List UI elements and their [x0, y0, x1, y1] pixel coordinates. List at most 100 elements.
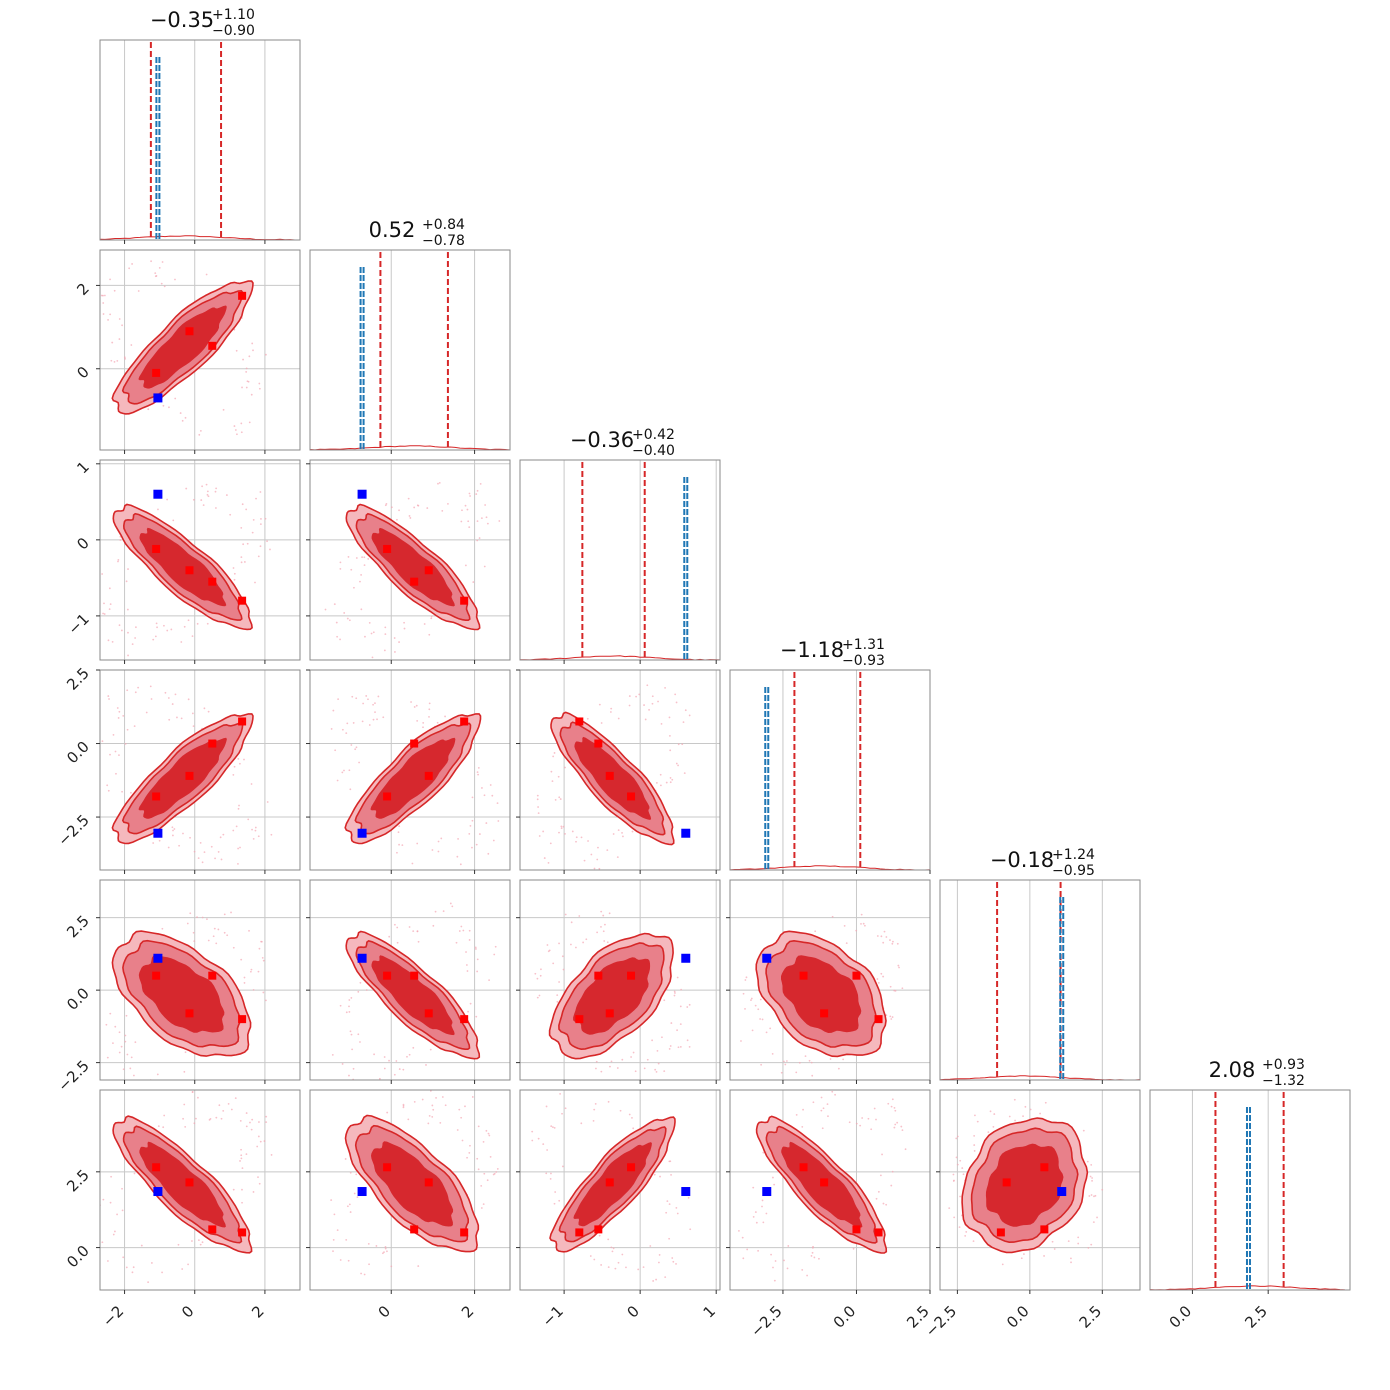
sample-point	[890, 1105, 893, 1108]
sample-point	[207, 495, 210, 498]
sample-point	[232, 773, 235, 776]
sample-point	[157, 1125, 160, 1128]
sample-point	[213, 927, 216, 930]
y-tick-label: 0.0	[63, 984, 93, 1014]
sample-point	[127, 654, 129, 657]
sample-point	[760, 1063, 763, 1066]
sample-point	[437, 850, 440, 853]
mode-marker	[820, 1178, 829, 1187]
sample-point	[955, 1137, 958, 1140]
sample-point	[1051, 1240, 1054, 1243]
sample-point	[372, 718, 375, 721]
sample-point	[536, 977, 539, 980]
mode-marker	[208, 577, 217, 586]
x-tick-label: −1	[539, 1302, 567, 1330]
sample-point	[673, 994, 676, 997]
sample-point	[361, 720, 364, 723]
truth-marker	[681, 1187, 691, 1197]
contour-inner	[371, 527, 455, 607]
sample-point	[102, 294, 104, 297]
sample-point	[889, 985, 892, 988]
sample-point	[959, 1195, 961, 1198]
sample-point	[885, 936, 888, 938]
sample-point	[660, 723, 663, 725]
contour-group	[100, 260, 267, 436]
sample-point	[334, 749, 337, 752]
sample-point	[757, 1008, 760, 1011]
sample-point	[123, 356, 126, 359]
sample-point	[609, 711, 612, 713]
sample-point	[564, 1107, 567, 1110]
contour-inner	[371, 1141, 454, 1227]
sample-point	[808, 1059, 811, 1062]
y-tick-label: 1	[73, 458, 92, 477]
sample-point	[458, 930, 461, 932]
sample-point	[120, 1045, 123, 1048]
sample-point	[184, 1051, 187, 1054]
sample-point	[675, 762, 678, 765]
sample-point	[432, 1108, 435, 1111]
sample-point	[752, 1186, 755, 1189]
sample-point	[1070, 1257, 1072, 1260]
sample-point	[241, 1188, 243, 1191]
sample-point	[582, 941, 585, 944]
sample-point	[657, 1062, 660, 1065]
sample-point	[759, 1018, 762, 1020]
sample-point	[332, 1238, 335, 1241]
sample-point	[364, 635, 366, 638]
sample-point	[234, 1097, 237, 1100]
sample-point	[214, 490, 217, 493]
sample-point	[384, 626, 387, 629]
sample-point	[186, 922, 189, 925]
sample-point	[478, 833, 481, 835]
sample-point	[610, 707, 613, 710]
mode-marker	[185, 327, 194, 336]
sample-point	[755, 1221, 758, 1224]
sample-point	[270, 833, 273, 836]
sample-point	[460, 925, 463, 928]
sample-point	[258, 1121, 260, 1123]
sample-point	[182, 832, 184, 835]
sample-point	[336, 1229, 339, 1232]
sample-point	[341, 728, 344, 731]
sample-point	[384, 1247, 387, 1250]
sample-point	[251, 342, 254, 345]
sample-point	[210, 845, 213, 848]
sample-point	[437, 482, 439, 485]
sample-point	[428, 715, 430, 718]
sample-point	[655, 781, 658, 784]
sample-point	[897, 964, 900, 967]
sample-point	[552, 962, 555, 965]
sample-point	[378, 1077, 381, 1080]
sample-point	[894, 1109, 897, 1112]
sample-point	[251, 828, 253, 831]
sample-point	[233, 572, 236, 575]
sample-point	[355, 697, 358, 700]
sample-point	[145, 711, 148, 714]
sample-point	[471, 796, 474, 799]
sample-point	[266, 540, 268, 543]
sample-point	[616, 856, 619, 859]
sample-point	[191, 1091, 194, 1093]
sample-point	[741, 1236, 744, 1239]
sample-point	[617, 717, 620, 720]
mode-marker	[424, 566, 433, 575]
sample-point	[241, 1201, 243, 1204]
sample-point	[111, 341, 114, 344]
sample-point	[134, 637, 137, 639]
sample-point	[201, 916, 204, 919]
sample-point	[109, 1201, 112, 1204]
sample-point	[109, 753, 111, 756]
sample-point	[1077, 1242, 1080, 1245]
sample-point	[269, 548, 271, 551]
sample-point	[152, 638, 155, 641]
sample-point	[668, 716, 671, 719]
sample-point	[670, 1022, 673, 1024]
sample-point	[331, 1053, 334, 1056]
sample-point	[365, 989, 368, 991]
sample-point	[877, 981, 880, 984]
sample-point	[239, 1119, 242, 1122]
sample-point	[628, 1113, 631, 1116]
sample-point	[461, 1139, 464, 1142]
